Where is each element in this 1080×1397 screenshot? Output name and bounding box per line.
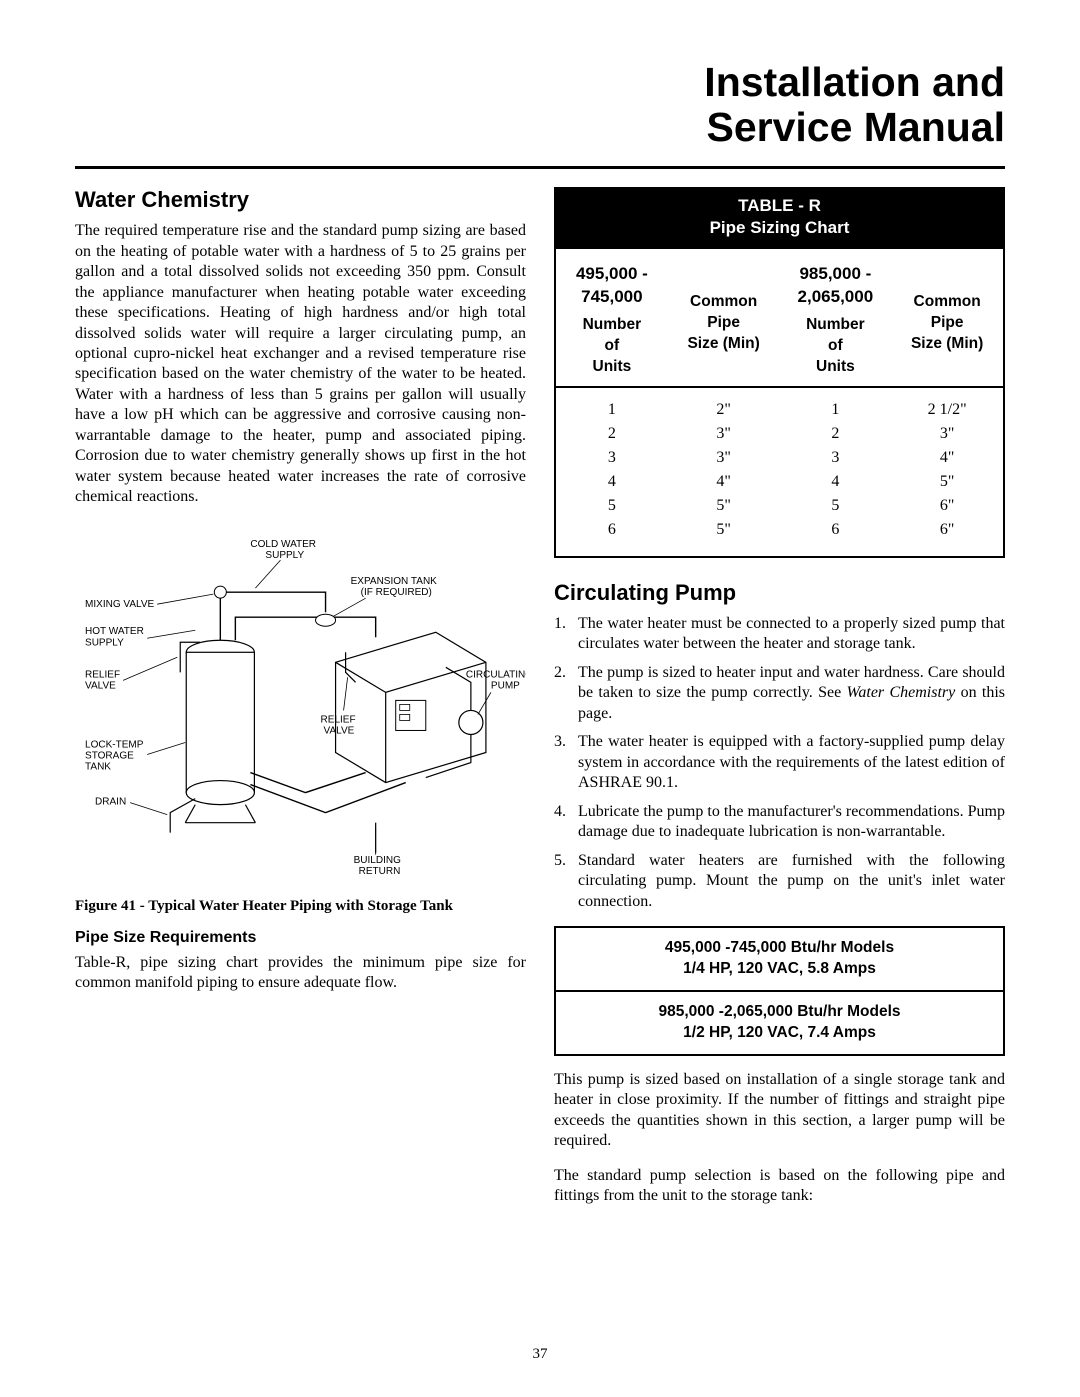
table-r-header-row: 495,000 - 745,000 NumberofUnits . Common… (556, 249, 1003, 388)
heading-circulating-pump: Circulating Pump (554, 580, 1005, 606)
label-drain: DRAIN (95, 796, 126, 807)
list-item-number: 2. (554, 663, 578, 724)
table-r-range-a: 495,000 - 745,000 (562, 263, 662, 309)
table-row: 44"45" (556, 470, 1003, 494)
label-relief-valve-2: RELIEFVALVE (321, 714, 356, 736)
table-r-body: 12"12 1/2"23"23"33"34"44"45"55"56"65"66" (556, 388, 1003, 556)
label-lock-temp: LOCK-TEMPSTORAGETANK (85, 739, 144, 772)
label-relief-valve: RELIEFVALVE (85, 669, 120, 691)
table-cell: 3" (668, 422, 780, 446)
list-item-number: 1. (554, 614, 578, 655)
label-cold-water: COLD WATERSUPPLY (250, 539, 316, 561)
list-item-number: 5. (554, 851, 578, 912)
page-number: 37 (0, 1346, 1080, 1363)
list-item: 5.Standard water heaters are furnished w… (554, 851, 1005, 912)
para-last: The standard pump selection is based on … (554, 1166, 1005, 1207)
figure-41-caption: Figure 41 - Typical Water Heater Piping … (75, 898, 526, 915)
right-column: TABLE - R Pipe Sizing Chart 495,000 - 74… (554, 187, 1005, 1206)
table-r-title: TABLE - R Pipe Sizing Chart (556, 189, 1003, 249)
table-cell: 4" (891, 446, 1003, 470)
table-cell: 4" (668, 470, 780, 494)
table-cell: 2 1/2" (891, 398, 1003, 422)
title-rule (75, 166, 1005, 169)
table-cell: 4 (556, 470, 668, 494)
table-cell: 2" (668, 398, 780, 422)
table-r-title-line1: TABLE - R (738, 196, 821, 215)
table-r-head-a1: 495,000 - 745,000 NumberofUnits (556, 249, 668, 386)
table-cell: 6 (780, 518, 892, 542)
table-r-head-a2: . CommonPipeSize (Min) (668, 249, 780, 386)
label-building-return: BUILDINGRETURN (354, 855, 402, 877)
circulating-pump-list: 1.The water heater must be connected to … (554, 614, 1005, 912)
list-item-text: Standard water heaters are furnished wit… (578, 851, 1005, 912)
table-cell: 6 (556, 518, 668, 542)
table-r: TABLE - R Pipe Sizing Chart 495,000 - 74… (554, 187, 1005, 558)
list-item: 4.Lubricate the pump to the manufacturer… (554, 802, 1005, 843)
pump-spec-row-1: 495,000 -745,000 Btu/hr Models 1/4 HP, 1… (556, 928, 1003, 990)
pump-spec-row-2: 985,000 -2,065,000 Btu/hr Models 1/2 HP,… (556, 990, 1003, 1054)
document-title: Installation and Service Manual (75, 60, 1005, 150)
pipe-size-paragraph: Table-R, pipe sizing chart provides the … (75, 953, 526, 994)
table-r-head-b2: . CommonPipeSize (Min) (891, 249, 1003, 386)
table-r-head-b1: 985,000 - 2,065,000 NumberofUnits (780, 249, 892, 386)
title-line-2: Service Manual (706, 104, 1005, 150)
list-item: 2.The pump is sized to heater input and … (554, 663, 1005, 724)
figure-41-diagram: COLD WATERSUPPLY MIXING VALVE HOT WATERS… (75, 522, 526, 888)
table-cell: 1 (780, 398, 892, 422)
label-hot-water: HOT WATERSUPPLY (85, 626, 144, 648)
spec-2-line1: 985,000 -2,065,000 Btu/hr Models (658, 1003, 900, 1020)
label-expansion-tank: EXPANSION TANK(IF REQUIRED) (351, 576, 438, 598)
table-row: 55"56" (556, 494, 1003, 518)
table-cell: 5 (780, 494, 892, 518)
list-item-text: The water heater must be connected to a … (578, 614, 1005, 655)
table-cell: 3 (780, 446, 892, 470)
list-item: 1.The water heater must be connected to … (554, 614, 1005, 655)
para-after-spec-box: This pump is sized based on installation… (554, 1070, 1005, 1152)
table-cell: 5 (556, 494, 668, 518)
table-cell: 1 (556, 398, 668, 422)
spec-2-line2: 1/2 HP, 120 VAC, 7.4 Amps (683, 1024, 876, 1041)
table-cell: 6" (891, 518, 1003, 542)
list-item-text: Lubricate the pump to the manufacturer's… (578, 802, 1005, 843)
table-cell: 5" (668, 494, 780, 518)
list-item-number: 4. (554, 802, 578, 843)
water-chemistry-paragraph: The required temperature rise and the st… (75, 221, 526, 508)
table-cell: 4 (780, 470, 892, 494)
heading-water-chemistry: Water Chemistry (75, 187, 526, 213)
table-cell: 6" (891, 494, 1003, 518)
table-cell: 2 (780, 422, 892, 446)
spec-1-line1: 495,000 -745,000 Btu/hr Models (665, 939, 894, 956)
table-row: 12"12 1/2" (556, 398, 1003, 422)
table-cell: 5" (891, 470, 1003, 494)
italic-reference: Water Chemistry (847, 684, 956, 701)
table-cell: 2 (556, 422, 668, 446)
table-r-range-b: 985,000 - 2,065,000 (786, 263, 886, 309)
table-row: 23"23" (556, 422, 1003, 446)
spec-1-line2: 1/4 HP, 120 VAC, 5.8 Amps (683, 960, 876, 977)
title-line-1: Installation and (704, 59, 1005, 105)
pump-spec-box: 495,000 -745,000 Btu/hr Models 1/4 HP, 1… (554, 926, 1005, 1056)
left-column: Water Chemistry The required temperature… (75, 187, 526, 1206)
table-r-title-line2: Pipe Sizing Chart (710, 218, 850, 237)
list-item: 3.The water heater is equipped with a fa… (554, 732, 1005, 793)
list-item-text: The pump is sized to heater input and wa… (578, 663, 1005, 724)
two-column-layout: Water Chemistry The required temperature… (75, 187, 1005, 1206)
table-cell: 5" (668, 518, 780, 542)
table-cell: 3" (891, 422, 1003, 446)
table-cell: 3 (556, 446, 668, 470)
table-row: 65"66" (556, 518, 1003, 542)
list-item-number: 3. (554, 732, 578, 793)
table-row: 33"34" (556, 446, 1003, 470)
table-cell: 3" (668, 446, 780, 470)
heading-pipe-size-requirements: Pipe Size Requirements (75, 929, 526, 947)
label-mixing-valve: MIXING VALVE (85, 599, 155, 610)
list-item-text: The water heater is equipped with a fact… (578, 732, 1005, 793)
